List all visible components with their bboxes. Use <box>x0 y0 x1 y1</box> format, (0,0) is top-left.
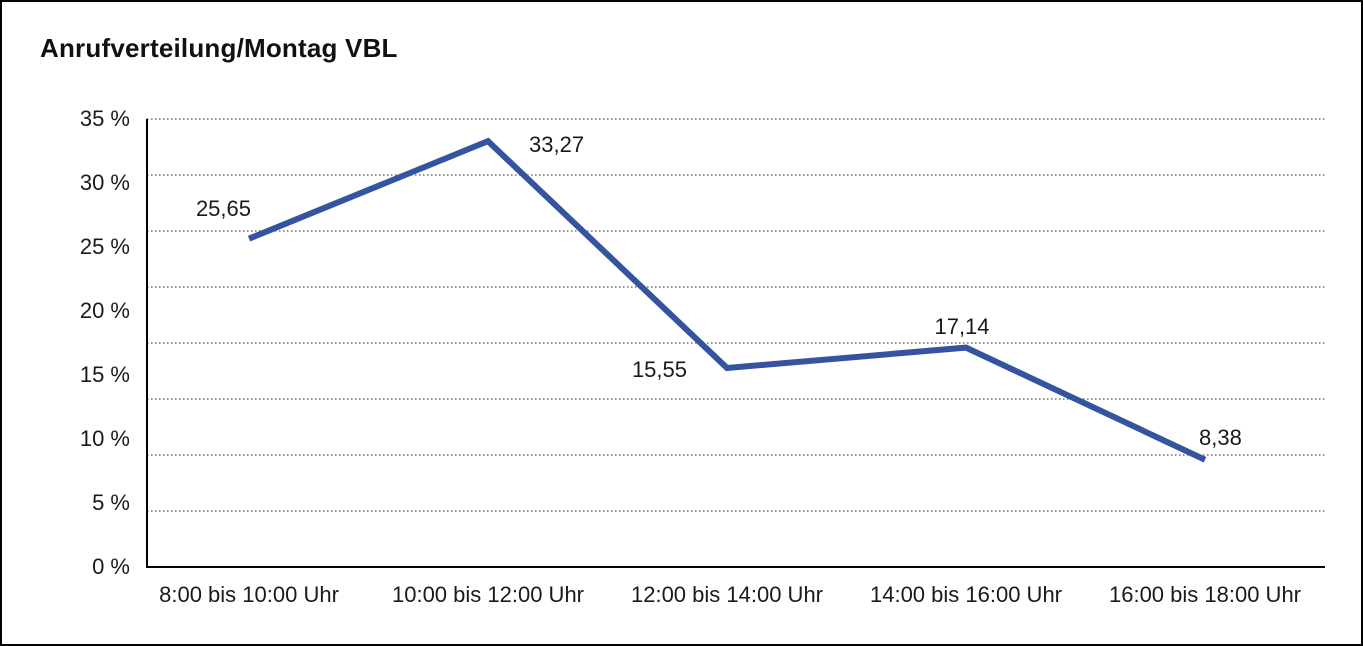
y-axis-tick-label: 5 % <box>92 490 130 515</box>
x-axis-category-label: 8:00 bis 10:00 Uhr <box>159 582 339 607</box>
y-axis-tick-label: 15 % <box>79 362 130 387</box>
chart-title: Anrufverteilung/Montag VBL <box>40 33 398 63</box>
y-axis-tick-label: 25 % <box>79 234 130 259</box>
x-axis-category-label: 14:00 bis 16:00 Uhr <box>869 582 1063 607</box>
data-line-series <box>247 137 1207 463</box>
data-point-value-label: 8,38 <box>1199 424 1242 450</box>
y-axis-tick-label: 20 % <box>79 298 130 323</box>
y-axis-tick-label: 35 % <box>79 106 130 131</box>
x-axis-category-label: 12:00 bis 14:00 Uhr <box>630 582 824 607</box>
x-axis-category-label: 16:00 bis 18:00 Uhr <box>1108 582 1302 607</box>
data-point-value-label: 17,14 <box>934 313 990 339</box>
y-axis-tick-label: 30 % <box>79 170 130 195</box>
x-axis-category-label: 10:00 bis 12:00 Uhr <box>391 582 585 607</box>
data-point-value-label: 33,27 <box>529 132 585 158</box>
y-axis-tick-label: 0 % <box>92 554 130 579</box>
y-axis-tick-label: 10 % <box>79 426 130 451</box>
data-point-value-label: 25,65 <box>195 195 251 221</box>
data-point-value-label: 15,55 <box>631 356 687 382</box>
